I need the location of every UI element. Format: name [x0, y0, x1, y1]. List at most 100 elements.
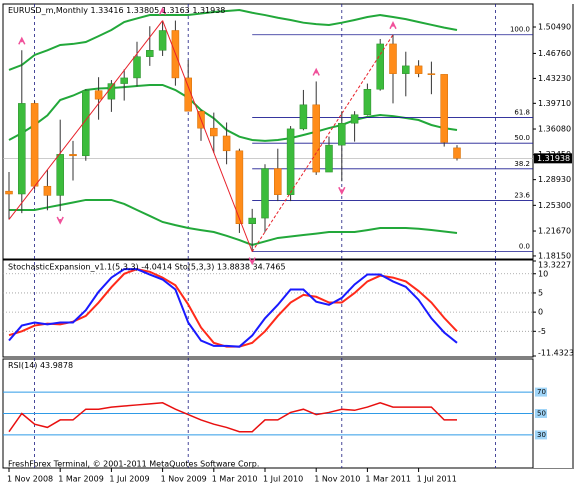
rsi-title: RSI(14) 43.9878 [8, 361, 73, 370]
x-tick-label: 1 Jul 2009 [109, 475, 149, 484]
rsi-last: 43.9878 [40, 361, 73, 370]
candle-body [261, 168, 269, 219]
y-tick-label: 0 [538, 308, 543, 317]
axis-frame [3, 468, 574, 469]
fractal-down [248, 257, 256, 266]
price-box [534, 153, 572, 164]
fractal-up [389, 21, 397, 30]
price-box-label: 1.31938 [537, 154, 570, 163]
candle-body [325, 144, 333, 173]
chart-title: EURUSD_m,Monthly 1.33416 1.33805 1.3163 … [8, 6, 225, 15]
y-tick-label: 1.21670 [538, 227, 571, 236]
y-tick-label: 5 [538, 288, 543, 297]
fib-label: 100.0 [510, 26, 530, 34]
low: 1.3163 [162, 6, 190, 15]
candle-body [248, 217, 256, 224]
y-tick-label: 1.39710 [538, 99, 571, 108]
candle-body [69, 154, 77, 157]
candle-body [453, 147, 461, 159]
stochastic-title: StochasticExpansion_v1.1(5,3,3) -4.0414 … [8, 263, 286, 272]
rsi-level-box [535, 409, 547, 418]
fractal-up [18, 36, 26, 45]
band-upper [8, 9, 458, 71]
x-tick-label: 1 Mar 2010 [212, 475, 258, 484]
candle-body [299, 104, 308, 130]
y-tick-label: 30 [537, 431, 546, 439]
x-tick-label: 1 Mar 2009 [58, 475, 104, 484]
fractal-up [312, 67, 320, 76]
candle-body [30, 103, 39, 187]
y-tick-label: 1.25300 [538, 201, 571, 210]
candle-body [414, 65, 423, 74]
close: 1.31938 [192, 6, 225, 15]
x-tick-label: 1 Jul 2010 [263, 475, 303, 484]
y-tick-label: -11.4323 [538, 349, 574, 358]
candle-body [274, 168, 282, 195]
candle-body [107, 83, 116, 100]
candle-body [440, 74, 448, 143]
y-tick-label: 1.43230 [538, 74, 571, 83]
y-tick-label: 13.3227 [538, 261, 571, 270]
stochastic-line [8, 268, 458, 348]
fib-label: 61.8 [514, 109, 530, 117]
y-tick-label: 1.28930 [538, 175, 571, 184]
fractal-up [158, 6, 167, 15]
high: 1.33805 [126, 6, 159, 15]
band-lower [9, 198, 458, 247]
layers: 1 Nov 2008 1 Mar 2009 1 Jul 2009 1 Nov 2009… [2, 3, 574, 484]
rsi-line [8, 402, 458, 433]
candle-body [82, 90, 90, 157]
candle-body [94, 90, 103, 100]
fractal-down [338, 186, 346, 195]
x-tick-label: 1 Nov 2009 [161, 475, 207, 484]
rsi-level-box [535, 430, 547, 440]
fib-label: 38.2 [514, 160, 530, 168]
candle-body [350, 114, 359, 124]
candle-body [43, 185, 52, 196]
pane-frame [2, 3, 534, 260]
y-tick-label: 1.18150 [538, 251, 571, 260]
candle-body [427, 73, 436, 75]
candle-body [402, 65, 410, 74]
y-tick-label: 50 [537, 410, 546, 418]
pane-frame [2, 259, 534, 358]
x-tick-label: 1 Jul 2011 [417, 475, 457, 484]
candle-body [312, 104, 320, 173]
y-tick-label: 1.50490 [538, 23, 571, 32]
candle-body [56, 154, 64, 196]
candle-body [235, 150, 244, 224]
candle-body [376, 43, 384, 90]
footer: FreshForex Terminal, © 2001-2011 MetaQuo… [8, 460, 259, 469]
zigzag [162, 20, 253, 252]
candle-body [338, 122, 346, 146]
candle-body [120, 77, 128, 84]
rsi-level-box [535, 387, 547, 397]
fib-label: 23.6 [514, 191, 530, 199]
candle-body [133, 56, 141, 79]
y-tick-label: 10 [538, 269, 548, 278]
rsi-name: RSI(14) [8, 361, 37, 370]
candle-body [389, 43, 397, 74]
symbol: EURUSD_m,Monthly [8, 6, 88, 15]
y-tick-label: 70 [537, 388, 546, 396]
zigzag [251, 34, 394, 252]
candle-body [210, 127, 218, 137]
zigzag [8, 20, 163, 220]
candle-body [363, 88, 372, 115]
candle-body [5, 190, 13, 195]
fib-label: 50.0 [514, 134, 530, 142]
x-tick-label: 1 Nov 2008 [7, 475, 53, 484]
open: 1.33416 [90, 6, 123, 15]
candle-body [18, 103, 26, 195]
y-tick-label: -5 [538, 327, 546, 336]
fib-label: 0.0 [519, 243, 530, 251]
candle-body [286, 128, 295, 195]
fractal-down [56, 216, 64, 225]
candle-body [222, 135, 231, 152]
y-tick-label: 1.36080 [538, 125, 571, 134]
candle-body [146, 50, 154, 57]
candle-body [184, 77, 192, 112]
